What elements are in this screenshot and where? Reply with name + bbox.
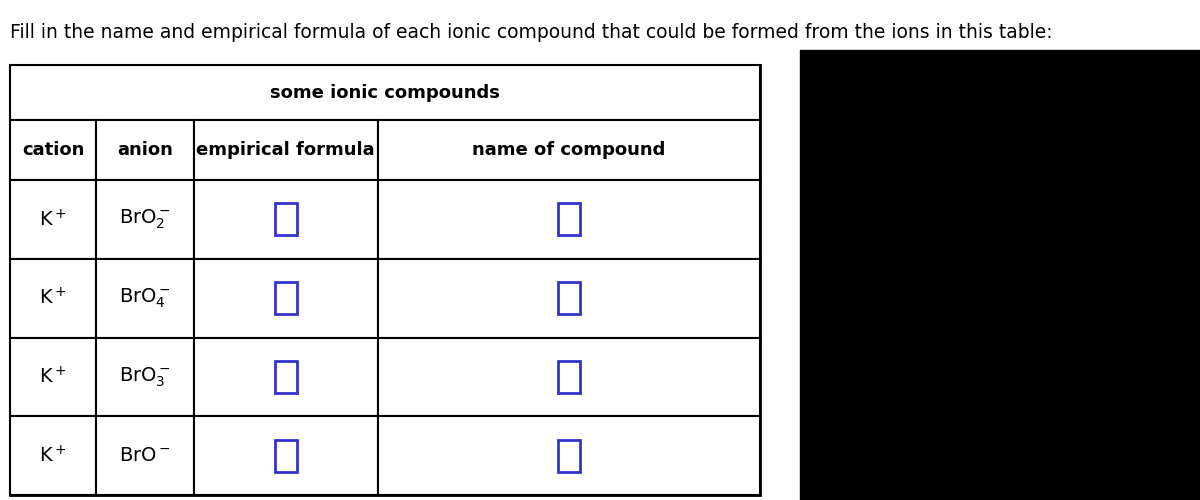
Polygon shape (10, 338, 96, 416)
Polygon shape (378, 180, 760, 259)
Polygon shape (275, 204, 296, 236)
Polygon shape (378, 120, 760, 180)
Polygon shape (10, 65, 760, 495)
Polygon shape (193, 180, 378, 259)
Polygon shape (96, 120, 193, 180)
Text: BrO$_2^-$: BrO$_2^-$ (119, 208, 170, 231)
Text: K$^+$: K$^+$ (40, 208, 67, 230)
Text: K$^+$: K$^+$ (40, 445, 67, 466)
Polygon shape (96, 416, 193, 495)
Polygon shape (800, 50, 1200, 500)
Polygon shape (193, 259, 378, 338)
Polygon shape (96, 338, 193, 416)
Polygon shape (558, 204, 580, 236)
Polygon shape (193, 416, 378, 495)
Polygon shape (558, 361, 580, 393)
Text: BrO$_3^-$: BrO$_3^-$ (119, 365, 170, 388)
Polygon shape (558, 440, 580, 472)
Text: BrO$^-$: BrO$^-$ (119, 446, 170, 465)
Text: name of compound: name of compound (472, 141, 666, 159)
Polygon shape (558, 282, 580, 314)
Polygon shape (193, 338, 378, 416)
Polygon shape (96, 180, 193, 259)
Text: empirical formula: empirical formula (197, 141, 374, 159)
Polygon shape (275, 282, 296, 314)
Polygon shape (10, 120, 96, 180)
Polygon shape (378, 338, 760, 416)
Polygon shape (96, 259, 193, 338)
Polygon shape (193, 120, 378, 180)
Polygon shape (10, 65, 760, 120)
Text: K$^+$: K$^+$ (40, 366, 67, 388)
Text: anion: anion (118, 141, 173, 159)
Polygon shape (275, 361, 296, 393)
Text: some ionic compounds: some ionic compounds (270, 84, 500, 102)
Polygon shape (10, 416, 96, 495)
Polygon shape (10, 259, 96, 338)
Text: Fill in the name and empirical formula of each ionic compound that could be form: Fill in the name and empirical formula o… (10, 22, 1052, 42)
Text: cation: cation (22, 141, 84, 159)
Text: BrO$_4^-$: BrO$_4^-$ (119, 286, 170, 310)
Text: K$^+$: K$^+$ (40, 288, 67, 309)
Polygon shape (10, 180, 96, 259)
Polygon shape (378, 416, 760, 495)
Polygon shape (275, 440, 296, 472)
Polygon shape (378, 259, 760, 338)
